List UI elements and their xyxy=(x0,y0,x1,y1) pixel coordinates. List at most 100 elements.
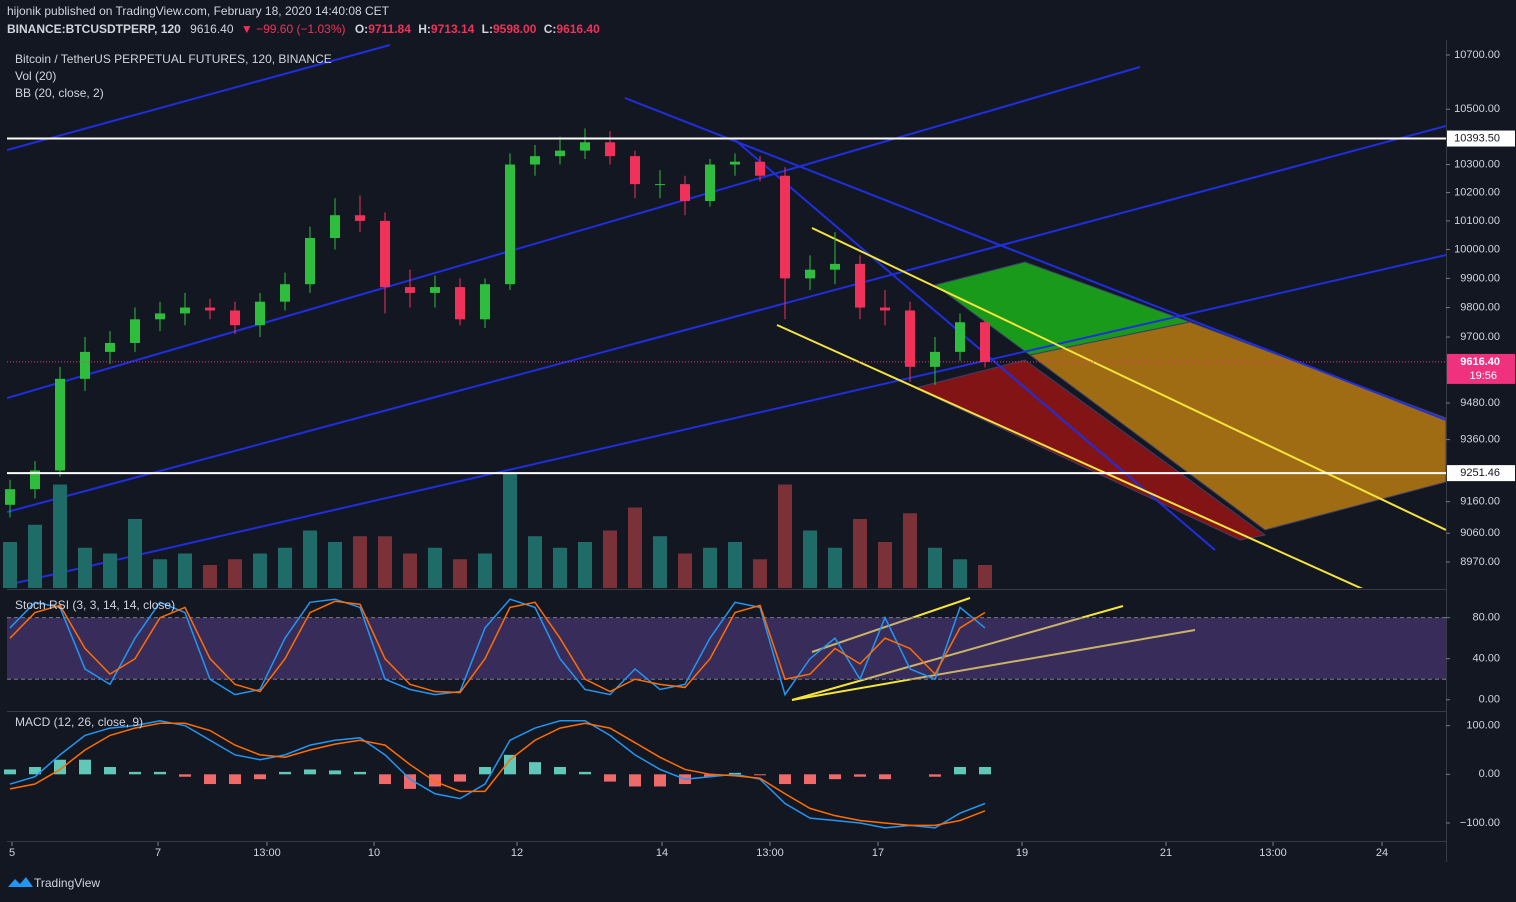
y-tick-label: 0.00 xyxy=(1479,694,1500,706)
candle-body xyxy=(105,342,115,352)
candle-body xyxy=(305,238,315,285)
candle-body xyxy=(730,161,740,165)
x-tick-label: 21 xyxy=(1160,847,1172,859)
trend-lines xyxy=(7,44,1446,586)
volume-title: Vol (20) xyxy=(15,69,56,83)
y-tick-label: 9700.00 xyxy=(1460,331,1500,343)
publisher: hijonik published on TradingView.com, Fe… xyxy=(7,4,390,18)
candle-body xyxy=(755,161,765,176)
volume-bar xyxy=(728,542,742,588)
volume-bar xyxy=(428,547,442,588)
y-tick-label: 9900.00 xyxy=(1460,272,1500,284)
o-label: O: xyxy=(355,22,368,36)
volume-bar xyxy=(903,513,917,588)
volume-bar xyxy=(103,553,117,588)
y-tick-label: 9060.00 xyxy=(1460,527,1500,539)
candle-body xyxy=(905,310,915,367)
footer: TradingView xyxy=(34,876,100,890)
logo xyxy=(8,877,33,887)
x-tick-label: 13:00 xyxy=(253,847,281,859)
candle-body xyxy=(630,156,640,185)
candle-body xyxy=(330,215,340,239)
candle-body xyxy=(780,175,790,279)
y-tick-label: 9480.00 xyxy=(1460,397,1500,409)
histogram-bar xyxy=(454,774,466,782)
histogram-bar xyxy=(779,774,791,785)
volume-bar xyxy=(578,542,592,588)
histogram-bar xyxy=(629,774,641,787)
series-line xyxy=(9,600,986,694)
histogram-bar xyxy=(329,770,341,775)
candle-body xyxy=(930,351,940,367)
volume-bar xyxy=(528,536,542,588)
volume-bar xyxy=(553,547,567,588)
histogram-bar xyxy=(654,774,666,787)
x-tick-label: 13:00 xyxy=(1259,847,1287,859)
volume-bar xyxy=(803,530,817,588)
volume-bar xyxy=(403,553,417,588)
y-tick-label: 9360.00 xyxy=(1460,433,1500,445)
volume-bar xyxy=(3,542,17,588)
volume-bar xyxy=(978,565,992,588)
histogram-bar xyxy=(479,767,491,775)
histogram-bar xyxy=(704,774,716,777)
target-zone-orange xyxy=(1028,321,1446,531)
y-tick-label: 10100.00 xyxy=(1454,215,1500,227)
y-tick-label: 10700.00 xyxy=(1454,49,1500,61)
volume-bar xyxy=(453,559,467,588)
c-label: C: xyxy=(544,22,557,36)
volume-bar xyxy=(778,484,792,588)
candle-body xyxy=(705,164,715,202)
candle-body xyxy=(280,284,290,302)
drawings xyxy=(7,44,1446,588)
candle-body xyxy=(230,310,240,326)
price: 9616.40 xyxy=(190,22,234,36)
level-label: 10393.50 xyxy=(1454,132,1500,144)
volume-bar xyxy=(478,553,492,588)
candle-body xyxy=(455,287,465,320)
x-tick-label: 17 xyxy=(872,847,884,859)
y-tick-label: 10000.00 xyxy=(1454,243,1500,255)
histogram-bar xyxy=(529,762,541,775)
candle-body xyxy=(205,307,215,311)
volume-bar xyxy=(653,536,667,588)
volume-bar xyxy=(928,547,942,588)
candle-body xyxy=(830,263,840,270)
price-axis: 5 7 13:00 10 12 14 13:00 17 19 21 13:00 24 10700.00 1… xyxy=(9,49,1515,859)
candle-body xyxy=(405,287,415,293)
histogram-bar xyxy=(954,767,966,775)
last-price-tag xyxy=(1447,353,1515,384)
candle-body xyxy=(580,142,590,151)
histogram-bar xyxy=(4,769,16,775)
histogram-bar xyxy=(379,774,391,785)
level-label: 9251.46 xyxy=(1460,467,1500,479)
countdown: 19:56 xyxy=(1469,370,1497,382)
change: ▼ −99.60 (−1.03%) xyxy=(241,22,346,36)
histogram-bar xyxy=(29,767,41,775)
histogram-bar xyxy=(179,774,191,777)
candle-body xyxy=(80,351,90,379)
candle-body xyxy=(155,313,165,320)
y-tick-label: −100.00 xyxy=(1460,817,1500,829)
y-tick-label: 40.00 xyxy=(1472,653,1500,665)
volume-bar xyxy=(53,484,67,588)
candle-body xyxy=(480,284,490,320)
pane-borders xyxy=(7,40,1447,862)
x-tick-label: 10 xyxy=(368,847,380,859)
y-tick-label: 9800.00 xyxy=(1460,301,1500,313)
high: 9713.14 xyxy=(431,22,475,36)
candle-body xyxy=(55,378,65,471)
volume-bar xyxy=(828,547,842,588)
volume-bar xyxy=(953,559,967,588)
candle-body xyxy=(380,220,390,288)
volume-bar xyxy=(678,553,692,588)
candle-body xyxy=(880,307,890,311)
volume-bar xyxy=(153,559,167,588)
volume-bar xyxy=(753,559,767,588)
volume-bar xyxy=(253,553,267,588)
candle-body xyxy=(430,287,440,293)
histogram-bar xyxy=(879,774,891,780)
volume-bar xyxy=(628,507,642,588)
volume-bar xyxy=(328,542,342,588)
